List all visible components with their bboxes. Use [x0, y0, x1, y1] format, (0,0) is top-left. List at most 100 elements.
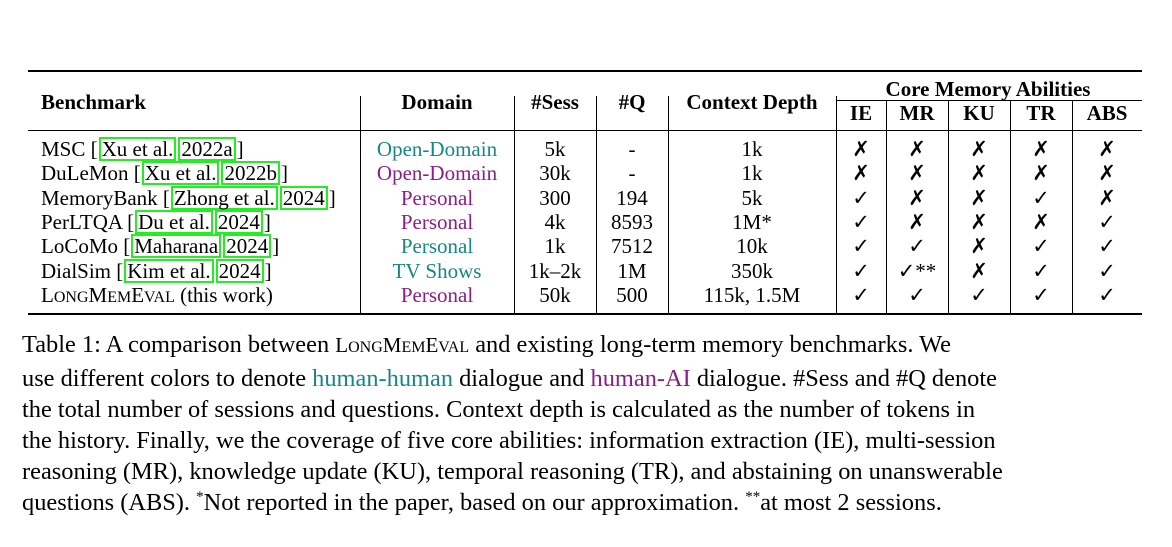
- sessions-cell: 30k: [539, 161, 571, 186]
- questions-cell: 500: [616, 282, 648, 307]
- citation-link[interactable]: 2022a: [178, 137, 236, 161]
- benchmark-name-cell: MSC [Xu et al. 2022a]: [41, 137, 244, 161]
- tr-cell: ✓: [1032, 258, 1050, 283]
- mr-cell: ✗: [908, 137, 926, 161]
- sessions-cell: 50k: [539, 282, 571, 307]
- abs-cell: ✓: [1098, 234, 1116, 259]
- questions-cell: -: [628, 137, 636, 161]
- benchmark-name-cell: DuLeMon [Xu et al. 2022b]: [41, 161, 288, 186]
- abs-cell: ✓: [1098, 282, 1116, 307]
- header-questions: #Q: [618, 90, 646, 114]
- tr-cell: ✓: [1032, 185, 1050, 210]
- citation-link[interactable]: Xu et al.: [98, 137, 177, 161]
- tr-cell: ✗: [1032, 137, 1050, 161]
- context-depth-cell: 5k: [741, 185, 763, 210]
- longmemeval-name: LONGMEMEVAL: [335, 333, 470, 357]
- sessions-cell: 1k–2k: [528, 258, 582, 283]
- column-divider: [514, 96, 515, 313]
- context-depth-cell: 1M*: [732, 209, 772, 234]
- benchmark-name-cell: LoCoMo [Maharana 2024]: [41, 234, 280, 259]
- domain-cell: Personal: [400, 209, 474, 234]
- header-context-depth: Context Depth: [686, 90, 818, 114]
- ie-cell: ✓: [852, 234, 870, 259]
- tr-cell: ✗: [1032, 209, 1050, 234]
- ku-cell: ✗: [970, 161, 988, 186]
- domain-cell: TV Shows: [392, 258, 482, 283]
- caption-line: the total number of sessions and questio…: [22, 396, 976, 423]
- caption-line: Table 1: A comparison between LONGMEMEVA…: [22, 331, 952, 358]
- abs-cell: ✓: [1098, 209, 1116, 234]
- tr-cell: ✗: [1032, 161, 1050, 186]
- citation-link[interactable]: Du et al.: [135, 209, 213, 234]
- human-ai-label: human-AI: [590, 365, 691, 392]
- mr-cell: ✗: [908, 185, 926, 210]
- header-core-memory-abilities: Core Memory Abilities: [885, 77, 1091, 101]
- column-divider: [1010, 100, 1011, 313]
- mr-cell: ✓: [908, 282, 926, 307]
- questions-cell: 8593: [611, 209, 653, 234]
- ku-cell: ✗: [970, 209, 988, 234]
- column-divider: [596, 96, 597, 313]
- caption-line: reasoning (MR), knowledge update (KU), t…: [22, 458, 1003, 485]
- ku-cell: ✗: [970, 185, 988, 210]
- mr-cell: ✓**: [897, 258, 937, 283]
- ie-cell: ✓: [852, 209, 870, 234]
- header-ku: KU: [963, 101, 995, 125]
- column-divider: [948, 100, 949, 313]
- ie-cell: ✓: [852, 282, 870, 307]
- citation-link[interactable]: Zhong et al.: [170, 185, 278, 210]
- header-tr: TR: [1026, 101, 1056, 125]
- table-caption: Table 1: A comparison between LONGMEMEVA…: [22, 329, 1150, 518]
- abs-cell: ✗: [1098, 137, 1116, 161]
- column-divider: [836, 96, 837, 313]
- citation-link[interactable]: Kim et al.: [124, 258, 214, 283]
- benchmark-name-cell: PerLTQA [Du et al. 2024]: [41, 209, 271, 234]
- citation-link[interactable]: 2022b: [221, 161, 280, 186]
- context-depth-cell: 1k: [741, 161, 763, 186]
- abs-cell: ✓: [1098, 258, 1116, 283]
- ie-cell: ✗: [852, 137, 870, 161]
- abs-cell: ✗: [1098, 161, 1116, 186]
- ku-cell: ✗: [970, 258, 988, 283]
- citation-link[interactable]: 2024: [214, 209, 263, 234]
- mr-cell: ✗: [908, 161, 926, 186]
- ku-cell: ✗: [970, 137, 988, 161]
- domain-cell: Personal: [400, 282, 474, 307]
- ku-cell: ✗: [970, 234, 988, 259]
- questions-cell: -: [628, 161, 636, 186]
- table-bottom-rule: [28, 313, 1142, 315]
- tr-cell: ✓: [1032, 234, 1050, 259]
- human-human-label: human-human: [312, 365, 454, 392]
- domain-cell: Personal: [400, 185, 474, 210]
- column-divider: [1072, 100, 1073, 313]
- context-depth-cell: 350k: [731, 258, 773, 283]
- citation-link[interactable]: 2024: [279, 185, 328, 210]
- mr-cell: ✓: [908, 234, 926, 259]
- column-divider: [668, 96, 669, 313]
- domain-cell: Open-Domain: [376, 161, 498, 186]
- header-sessions: #Sess: [531, 90, 579, 114]
- citation-link[interactable]: Xu et al.: [141, 161, 220, 186]
- questions-cell: 194: [616, 185, 648, 210]
- sessions-cell: 4k: [544, 209, 566, 234]
- benchmark-name-cell: DialSim [Kim et al. 2024]: [41, 258, 272, 283]
- core-group-rule: [836, 100, 1142, 101]
- header-benchmark: Benchmark: [41, 90, 146, 114]
- header-mr: MR: [899, 101, 935, 125]
- domain-cell: Open-Domain: [376, 137, 498, 161]
- ie-cell: ✗: [852, 161, 870, 186]
- ie-cell: ✓: [852, 185, 870, 210]
- questions-cell: 7512: [611, 234, 653, 259]
- column-divider: [360, 96, 361, 313]
- context-depth-cell: 115k, 1.5M: [703, 282, 801, 307]
- citation-link[interactable]: 2024: [223, 234, 272, 259]
- mr-cell: ✗: [908, 209, 926, 234]
- header-domain: Domain: [401, 90, 473, 114]
- longmemeval-name: LONGMEMEVAL: [41, 282, 175, 307]
- citation-link[interactable]: 2024: [215, 258, 264, 283]
- citation-link[interactable]: Maharana: [131, 234, 222, 259]
- caption-line: the history. Finally, we the coverage of…: [22, 427, 996, 454]
- caption-line: use different colors to denote human-hum…: [22, 365, 997, 392]
- caption-line: questions (ABS). *Not reported in the pa…: [22, 488, 942, 516]
- tr-cell: ✓: [1032, 282, 1050, 307]
